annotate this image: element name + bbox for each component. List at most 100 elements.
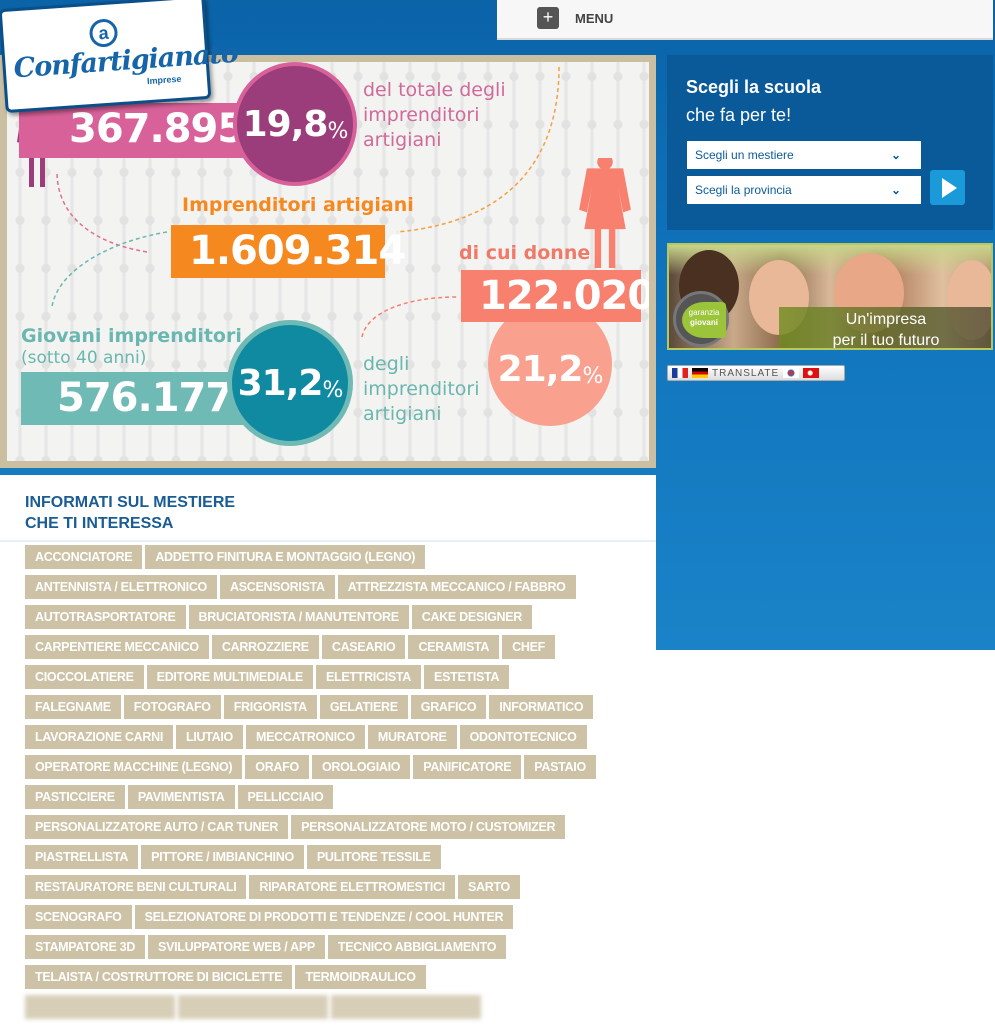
trade-tag[interactable]: PASTAIO [524,755,596,779]
trade-tag[interactable]: PERSONALIZZATORE MOTO / CUSTOMIZER [291,815,566,839]
trade-tag[interactable]: CERAMISTA [408,635,500,659]
trade-tag[interactable]: ELETTRICISTA [315,665,422,689]
text-line: imprenditori [363,104,480,126]
trade-tag[interactable]: BRUCIATORISTA / MANUTENTORE [188,605,409,629]
trade-select[interactable]: Scegli un mestiere ⌄ [687,141,921,169]
trade-tag[interactable]: PAVIMENTISTA [127,785,235,809]
trade-tag[interactable]: MURATORE [367,725,457,749]
tag-row-blurred [25,995,596,1019]
plus-icon[interactable]: + [537,7,559,29]
title-line: INFORMATI SUL MESTIERE [25,494,236,511]
trade-tag[interactable]: LIUTAIO [176,725,243,749]
trade-tag[interactable]: MECCATRONICO [245,725,365,749]
text-line: degli [363,353,410,375]
province-select[interactable]: Scegli la provincia ⌄ [687,176,921,204]
trade-tag[interactable]: PELLICCIAIO [237,785,334,809]
trade-tag[interactable]: FOTOGRAFO [123,695,221,719]
trade-tag[interactable]: PERSONALIZZATORE AUTO / CAR TUNER [25,815,289,839]
trade-select-value: Scegli un mestiere [695,148,794,162]
trade-tag[interactable]: GRAFICO [410,695,487,719]
text-line: del totale degli [363,79,506,101]
flag-korea-icon[interactable] [783,368,800,378]
trade-tag[interactable]: PITTORE / IMBIANCHINO [141,845,304,869]
trade-tag[interactable]: CAKE DESIGNER [411,605,533,629]
percent-sign: % [322,377,343,403]
trade-tag[interactable]: ESTETISTA [424,665,510,689]
text-line: artigiani [363,403,442,425]
trade-tag[interactable]: TECNICO ABBIGLIAMENTO [327,935,507,959]
young-count-bar [21,372,251,425]
young-pct: 31,2 [237,362,324,404]
translate-label[interactable]: TRANSLATE [712,367,780,379]
trade-tag[interactable]: EDITORE MULTIMEDIALE [146,665,313,689]
young-label: Giovani imprenditori [21,325,242,347]
trade-tag[interactable]: ADDETTO FINITURA E MONTAGGIO (LEGNO) [145,545,426,569]
menu-bar[interactable]: + MENU [497,0,993,40]
badge-line: giovani [689,318,718,327]
total-count-box [171,225,385,278]
trade-tag[interactable]: ODONTOTECNICO [459,725,587,749]
trade-tag[interactable]: CHEF [502,635,555,659]
trade-tag[interactable]: PIASTRELLISTA [25,845,139,869]
flag-germany-icon[interactable] [692,368,708,378]
flag-france-icon[interactable] [672,368,688,378]
trade-tag[interactable]: CIOCCOLATIERE [25,665,144,689]
trade-tag-blurred[interactable] [178,995,328,1019]
trade-tag[interactable]: CARPENTIERE MECCANICO [25,635,209,659]
trade-tag[interactable]: STAMPATORE 3D [25,935,146,959]
trade-tag[interactable]: CARROZZIERE [211,635,319,659]
garanzia-giovani-badge: garanzia giovani [673,291,729,347]
trade-tag[interactable]: FALEGNAME [25,695,121,719]
content-background-right [656,650,995,1024]
text-line: imprenditori [363,378,480,400]
trade-tag[interactable]: SELEZIONATORE DI PRODOTTI E TENDENZE / C… [134,905,514,929]
trade-tag[interactable]: RIPARATORE ELETTROMESTICI [249,875,455,899]
translate-widget[interactable]: TRANSLATE [667,365,845,381]
young-women-pct-circle: 21,2% [488,302,612,426]
trade-tag[interactable]: CASEARIO [321,635,406,659]
section-title: INFORMATI SUL MESTIERE CHE TI INTERESSA [25,492,235,534]
women-count-bar [19,103,259,158]
trade-tag[interactable]: PULITORE TESSILE [306,845,441,869]
trade-tag[interactable]: ACCONCIATORE [25,545,143,569]
trade-tag[interactable]: RESTAURATORE BENI CULTURALI [25,875,247,899]
tag-row: PERSONALIZZATORE AUTO / CAR TUNER PERSONA… [25,815,596,839]
trade-tag[interactable]: TELAISTA / COSTRUTTORE DI BICICLETTE [25,965,293,989]
tag-row: SCENOGRAFO SELEZIONATORE DI PRODOTTI E TE… [25,905,596,929]
trade-tag-blurred[interactable] [25,995,175,1019]
trade-tag[interactable]: AUTOTRASPORTATORE [25,605,186,629]
young-women-count: 122.020 [479,273,649,319]
school-search-panel: Scegli la scuola che fa per te! Scegli u… [667,55,993,230]
trade-tag[interactable]: PANIFICATORE [413,755,522,779]
trade-tag[interactable]: LAVORAZIONE CARNI [25,725,173,749]
trade-tag[interactable]: SARTO [457,875,520,899]
trade-tag[interactable]: PASTICCIERE [25,785,125,809]
women-pct-circle: 19,8% [233,62,357,186]
garanzia-giovani-banner[interactable]: garanzia giovani Un'impresa per il tuo fut… [667,243,993,350]
trade-tag[interactable]: INFORMATICO [489,695,594,719]
trade-tag[interactable]: TERMOIDRAULICO [295,965,426,989]
young-women-pct: 21,2 [497,348,584,390]
menu-label[interactable]: MENU [575,11,614,26]
confartigianato-logo[interactable]: a Confartigianato Imprese [0,0,239,114]
tag-row: OPERATORE MACCHINE (LEGNO) ORAFO OROLOGIAI… [25,755,596,779]
women-count: 367.895 [69,106,245,152]
province-select-value: Scegli la provincia [695,183,792,197]
young-pct-circle: 31,2% [227,320,353,446]
trade-tag[interactable]: SCENOGRAFO [25,905,132,929]
panel-subtitle: che fa per te! [686,105,792,125]
trade-tag[interactable]: ANTENNISTA / ELETTRONICO [25,575,217,599]
trade-tag[interactable]: ASCENSORISTA [219,575,335,599]
flag-turkey-icon[interactable] [803,368,820,378]
at-logo-icon: a [88,18,119,48]
trade-tag[interactable]: ORAFO [245,755,309,779]
search-go-button[interactable] [930,170,965,205]
trade-tag[interactable]: GELATIERE [319,695,408,719]
trade-tag[interactable]: SVILUPPATORE WEB / APP [148,935,325,959]
percent-sign: % [327,118,348,144]
trade-tag[interactable]: FRIGORISTA [223,695,317,719]
trade-tag[interactable]: OPERATORE MACCHINE (LEGNO) [25,755,243,779]
trade-tag-blurred[interactable] [331,995,481,1019]
trade-tag[interactable]: ATTREZZISTA MECCANICO / FABBRO [337,575,576,599]
trade-tag[interactable]: OROLOGIAIO [311,755,411,779]
